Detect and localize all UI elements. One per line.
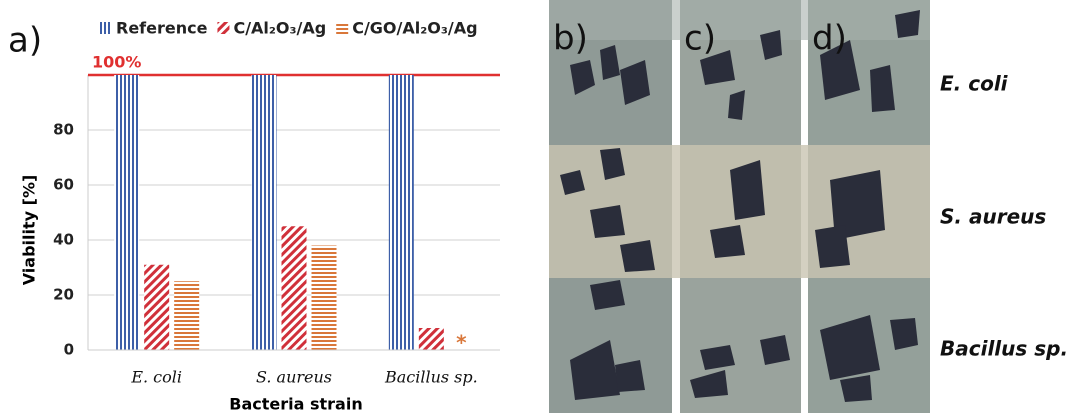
x-axis-label: Bacteria strain [229,395,362,413]
bar [252,75,277,350]
legend-swatch [217,22,229,34]
bar [282,226,307,350]
x-tick-label: Bacillus sp. [384,368,478,387]
panel-label: b) [553,19,588,59]
reference-label: 100% [92,53,141,72]
row-label: S. aureus [940,205,1046,229]
y-axis-label: Viability [%] [20,175,39,286]
panel-label: a) [8,21,42,61]
panel-label: d) [812,19,847,59]
photo-grid [549,0,930,413]
x-tick-label: S. aureus [256,368,332,387]
figure: a) Viability [%] Bacteria strain b) c) d… [0,0,1070,413]
legend-label: C/Al₂O₃/Ag [233,19,326,38]
bar [389,75,414,350]
legend-swatch [100,22,112,34]
bar [144,265,169,350]
row-label: E. coli [940,72,1009,96]
bar [114,75,139,350]
y-tick-label: 80 [53,121,74,139]
panel-label: c) [684,19,716,59]
y-tick-label: 0 [64,341,74,359]
legend-swatch [336,22,348,34]
missing-marker: * [456,331,467,355]
legend-label: Reference [116,19,208,38]
row-label: Bacillus sp. [940,337,1068,361]
y-tick-label: 60 [53,176,74,194]
bar [419,328,444,350]
photo-band [549,0,930,40]
x-tick-label: E. coli [130,368,182,387]
y-tick-label: 20 [53,286,74,304]
y-tick-label: 40 [53,231,74,249]
legend-label: C/GO/Al₂O₃/Ag [352,19,477,38]
bar [312,246,337,351]
bar [174,281,199,350]
